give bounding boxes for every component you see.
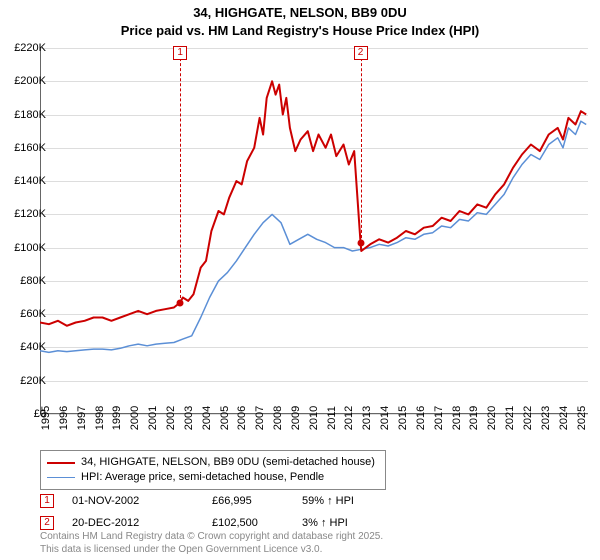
marker-vline	[180, 48, 181, 303]
x-tick-label: 2010	[308, 406, 320, 430]
x-tick-label: 2018	[451, 406, 463, 430]
x-tick-label: 2025	[576, 406, 588, 430]
sale-marker-icon: 1	[40, 494, 54, 508]
chart-title: 34, HIGHGATE, NELSON, BB9 0DU Price paid…	[0, 0, 600, 40]
x-tick-label: 2020	[486, 406, 498, 430]
x-tick-label: 2008	[272, 406, 284, 430]
x-tick-label: 2015	[397, 406, 409, 430]
sale-marker-icon: 2	[40, 516, 54, 530]
y-tick-label: £80K	[20, 275, 46, 287]
x-tick-label: 2004	[201, 406, 213, 430]
x-tick-label: 2024	[558, 406, 570, 430]
credits-text: Contains HM Land Registry data © Crown c…	[40, 530, 383, 556]
title-line1: 34, HIGHGATE, NELSON, BB9 0DU	[0, 4, 600, 22]
x-tick-label: 2014	[379, 406, 391, 430]
x-tick-label: 1999	[111, 406, 123, 430]
sale-price: £102,500	[212, 517, 302, 529]
credits-line2: This data is licensed under the Open Gov…	[40, 543, 383, 556]
x-tick-label: 2023	[540, 406, 552, 430]
x-tick-label: 2012	[343, 406, 355, 430]
legend-item-hpi: HPI: Average price, semi-detached house,…	[47, 470, 375, 485]
x-tick-label: 1998	[94, 406, 106, 430]
chart-plot-area: 12	[40, 48, 588, 414]
y-tick-label: £220K	[14, 42, 46, 54]
y-tick-label: £100K	[14, 242, 46, 254]
marker-box-2: 2	[354, 46, 368, 60]
x-tick-label: 1997	[76, 406, 88, 430]
x-tick-label: 2002	[165, 406, 177, 430]
title-line2: Price paid vs. HM Land Registry's House …	[0, 22, 600, 40]
x-tick-label: 2022	[522, 406, 534, 430]
credits-line1: Contains HM Land Registry data © Crown c…	[40, 530, 383, 543]
sale-row-2: 2 20-DEC-2012 £102,500 3% ↑ HPI	[40, 516, 348, 530]
marker-dot-icon	[177, 299, 184, 306]
legend-swatch-icon	[47, 477, 75, 478]
sale-price: £66,995	[212, 495, 302, 507]
chart-lines-svg	[40, 48, 588, 414]
x-tick-label: 2017	[433, 406, 445, 430]
sale-date: 01-NOV-2002	[72, 495, 212, 507]
legend-swatch-icon	[47, 462, 75, 464]
x-tick-label: 2005	[219, 406, 231, 430]
legend-label: HPI: Average price, semi-detached house,…	[81, 470, 324, 485]
x-tick-label: 2013	[361, 406, 373, 430]
marker-box-1: 1	[173, 46, 187, 60]
sale-date: 20-DEC-2012	[72, 517, 212, 529]
y-tick-label: £120K	[14, 208, 46, 220]
x-tick-label: 2021	[504, 406, 516, 430]
y-tick-label: £180K	[14, 109, 46, 121]
y-tick-label: £40K	[20, 341, 46, 353]
chart-legend: 34, HIGHGATE, NELSON, BB9 0DU (semi-deta…	[40, 450, 386, 490]
sale-row-1: 1 01-NOV-2002 £66,995 59% ↑ HPI	[40, 494, 354, 508]
sale-pct: 59% ↑ HPI	[302, 495, 354, 507]
marker-dot-icon	[357, 240, 364, 247]
x-tick-label: 2001	[147, 406, 159, 430]
x-tick-label: 2011	[326, 406, 338, 430]
x-tick-label: 2016	[415, 406, 427, 430]
x-tick-label: 2000	[129, 406, 141, 430]
x-tick-label: 1996	[58, 406, 70, 430]
sale-pct: 3% ↑ HPI	[302, 517, 348, 529]
x-tick-label: 2019	[468, 406, 480, 430]
x-tick-label: 1995	[40, 406, 52, 430]
y-tick-label: £160K	[14, 142, 46, 154]
y-tick-label: £140K	[14, 175, 46, 187]
y-tick-label: £60K	[20, 308, 46, 320]
y-tick-label: £20K	[20, 375, 46, 387]
series-line-price_paid	[40, 81, 586, 325]
legend-label: 34, HIGHGATE, NELSON, BB9 0DU (semi-deta…	[81, 455, 375, 470]
x-tick-label: 2003	[183, 406, 195, 430]
y-tick-label: £200K	[14, 75, 46, 87]
x-tick-label: 2009	[290, 406, 302, 430]
marker-vline	[361, 48, 362, 243]
legend-item-price-paid: 34, HIGHGATE, NELSON, BB9 0DU (semi-deta…	[47, 455, 375, 470]
x-tick-label: 2007	[254, 406, 266, 430]
x-tick-label: 2006	[236, 406, 248, 430]
